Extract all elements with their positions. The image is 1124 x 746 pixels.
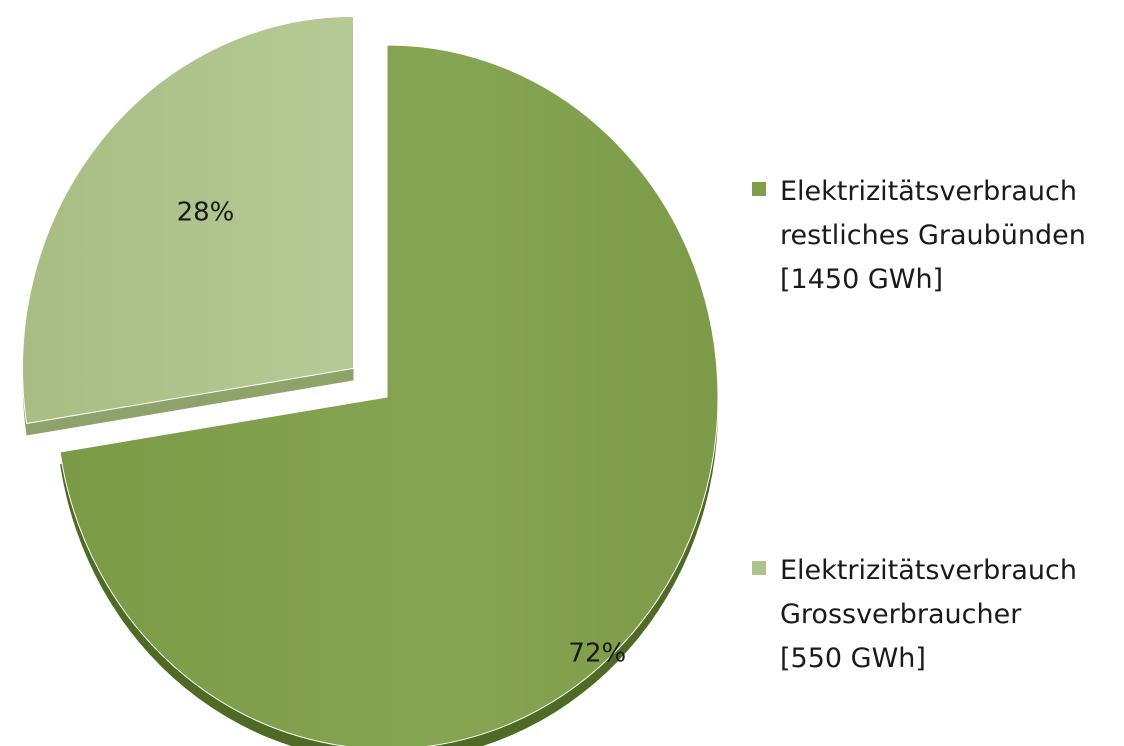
legend-label-line: Elektrizitätsverbrauch bbox=[780, 555, 1077, 586]
pie-slice-restliches-graubuenden bbox=[59, 44, 719, 746]
legend-label: Elektrizitätsverbrauch Grossverbraucher … bbox=[780, 549, 1077, 681]
legend-label-line: restliches Graubünden bbox=[780, 220, 1086, 251]
legend-swatch-dark-green bbox=[752, 182, 766, 196]
legend-item-grossverbraucher: Elektrizitätsverbrauch Grossverbraucher … bbox=[752, 549, 1077, 681]
legend-label-line: Grossverbraucher bbox=[780, 599, 1022, 630]
pie-slice-grossverbraucher bbox=[22, 15, 355, 425]
slice-percent-label: 28% bbox=[177, 198, 235, 228]
legend-swatch-light-green bbox=[752, 561, 766, 575]
legend-item-restliches-graubuenden: Elektrizitätsverbrauch restliches Graubü… bbox=[752, 170, 1086, 302]
legend-label-line: [550 GWh] bbox=[780, 643, 926, 674]
legend-label-line: [1450 GWh] bbox=[780, 264, 944, 295]
slice-percent-label: 72% bbox=[568, 638, 626, 668]
legend-label-line: Elektrizitätsverbrauch bbox=[780, 176, 1077, 207]
legend-label: Elektrizitätsverbrauch restliches Graubü… bbox=[780, 170, 1086, 302]
